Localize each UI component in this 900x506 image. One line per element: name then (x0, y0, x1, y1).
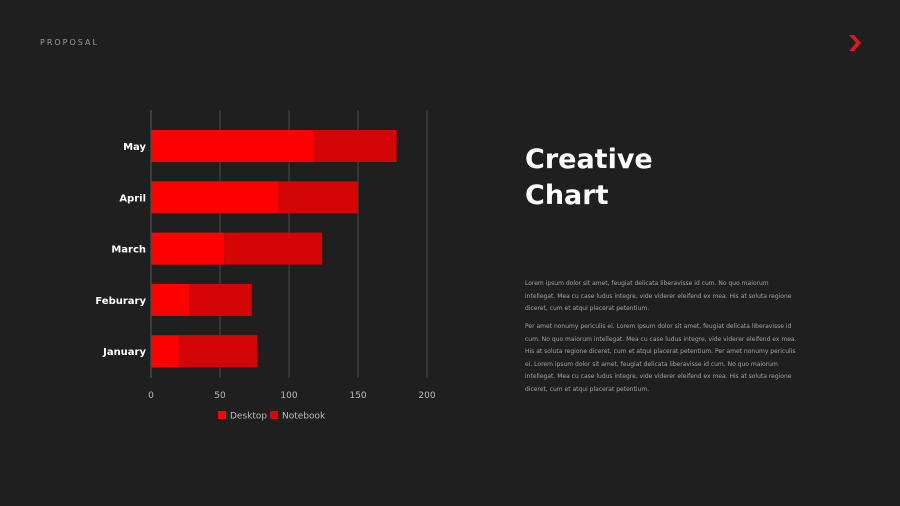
category-label: May (123, 142, 146, 153)
legend-label-desktop: Desktop (230, 412, 267, 422)
x-tick-label: 200 (418, 391, 435, 401)
bar-desktop-march (151, 232, 225, 265)
bar-desktop-april (151, 181, 278, 214)
chevron-right-icon (849, 35, 861, 51)
bar-notebook-january (178, 335, 258, 368)
body-paragraph-2: Per amet nonumy periculis ei. Lorem ipsu… (525, 323, 797, 393)
body-paragraph-1: Lorem ipsum dolor sit amet, feugiat deli… (525, 280, 792, 313)
category-label: January (102, 347, 146, 358)
x-tick-label: 150 (349, 391, 366, 401)
category-label: Feburary (95, 296, 146, 307)
page-title: Creative Chart (525, 144, 653, 211)
legend-label-notebook: Notebook (282, 412, 326, 422)
bar-chart-svg: May April March Feburary January 0 50 100 150 200… (95, 110, 436, 422)
bar-notebook-may (313, 130, 397, 162)
bar-desktop-may (151, 130, 314, 162)
bar-desktop-january (151, 335, 179, 368)
x-tick-label: 50 (214, 391, 226, 401)
legend-swatch-notebook (270, 411, 278, 419)
bar-desktop-feburary (151, 283, 190, 316)
bar-notebook-april (277, 181, 358, 214)
bar-notebook-feburary (189, 283, 252, 316)
legend-swatch-desktop (218, 411, 226, 419)
chart: May April March Feburary January 0 50 100 150 200… (0, 0, 460, 440)
bar-notebook-march (224, 232, 323, 265)
category-label: April (119, 193, 146, 204)
x-tick-label: 100 (280, 391, 297, 401)
header-label: PROPOSAL (40, 38, 99, 47)
category-label: March (111, 245, 146, 256)
x-tick-label: 0 (148, 391, 154, 401)
